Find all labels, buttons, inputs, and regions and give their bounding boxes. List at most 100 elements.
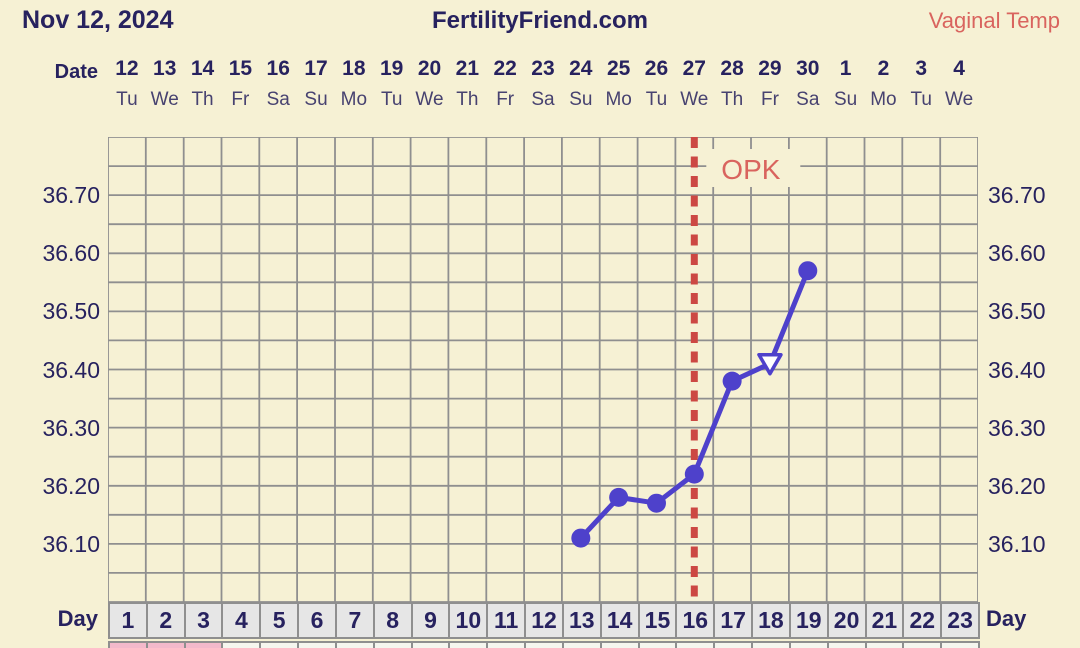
temp-point-day-14[interactable] [609, 487, 629, 507]
weekday-label: Fr [231, 89, 250, 110]
weekday-label: Sa [796, 89, 820, 110]
y-tick-label-right: 36.70 [988, 182, 1046, 209]
day-axis-caption-right: Day [986, 606, 1027, 631]
phase-cell-20 [826, 641, 867, 648]
menstruation-cell-1 [108, 641, 148, 648]
day-cell-19[interactable]: 19 [788, 602, 829, 639]
phase-cell-11 [486, 641, 527, 648]
phase-cell-16 [675, 641, 716, 648]
y-tick-label-right: 36.20 [988, 472, 1046, 499]
date-label: 29 [758, 57, 782, 80]
day-cell-16[interactable]: 16 [675, 602, 716, 639]
y-tick-label-left: 36.60 [42, 240, 100, 267]
day-axis-caption-left: Day [57, 606, 98, 631]
temp-point-day-15[interactable] [646, 493, 666, 513]
day-cell-17[interactable]: 17 [713, 602, 754, 639]
date-label: 12 [115, 57, 139, 80]
y-tick-label-left: 36.70 [42, 182, 100, 209]
y-tick-label-left: 36.50 [42, 298, 100, 325]
date-label: 25 [606, 57, 631, 80]
temp-point-triangle-day-18[interactable] [757, 352, 783, 376]
y-tick-label-left: 36.10 [42, 530, 100, 557]
day-cell-18[interactable]: 18 [751, 602, 791, 639]
weekday-label: Fr [760, 89, 779, 110]
menstruation-cell-3 [183, 641, 224, 648]
temperature-chart: OPK [108, 137, 978, 602]
phase-cell-18 [751, 641, 791, 648]
phase-cell-7 [334, 641, 375, 648]
day-cell-6[interactable]: 6 [297, 602, 337, 639]
phase-cell-4 [221, 641, 262, 648]
opk-label-bg [706, 149, 801, 187]
weekday-label: We [415, 89, 444, 110]
day-cell-4[interactable]: 4 [221, 602, 262, 639]
weekday-label: Th [456, 89, 479, 110]
date-label: 24 [569, 57, 593, 80]
phase-cell-10 [448, 641, 489, 648]
date-label: 22 [493, 57, 517, 80]
temp-point-day-19[interactable] [798, 261, 818, 281]
day-cell-20[interactable]: 20 [826, 602, 867, 639]
y-tick-label-right: 36.30 [988, 414, 1046, 441]
day-cell-3[interactable]: 3 [183, 602, 224, 639]
y-tick-label-right: 36.10 [988, 530, 1046, 557]
day-cell-5[interactable]: 5 [259, 602, 300, 639]
y-tick-label-right: 36.50 [988, 298, 1046, 325]
phase-cell-5 [259, 641, 300, 648]
temp-point-day-13[interactable] [571, 528, 591, 548]
date-label: 20 [417, 57, 442, 80]
day-cell-1[interactable]: 1 [108, 602, 148, 639]
weekday-label: Fr [496, 89, 515, 110]
date-label: 18 [342, 57, 366, 80]
date-label: 15 [228, 57, 253, 80]
phase-cell-17 [713, 641, 754, 648]
phase-cell-14 [599, 641, 640, 648]
day-cell-11[interactable]: 11 [486, 602, 527, 639]
day-cell-23[interactable]: 23 [940, 602, 980, 639]
y-tick-label-left: 36.20 [42, 472, 100, 499]
phase-cell-21 [864, 641, 905, 648]
day-cell-9[interactable]: 9 [410, 602, 451, 639]
day-cell-22[interactable]: 22 [902, 602, 943, 639]
day-cell-13[interactable]: 13 [561, 602, 602, 639]
day-cell-12[interactable]: 12 [524, 602, 564, 639]
day-cell-14[interactable]: 14 [599, 602, 640, 639]
y-tick-label-right: 36.40 [988, 356, 1046, 383]
day-cell-8[interactable]: 8 [372, 602, 413, 639]
grid-lines [108, 137, 978, 602]
temp-point-day-17[interactable] [722, 371, 742, 391]
weekday-label: Tu [380, 89, 403, 110]
date-label: 17 [304, 57, 328, 80]
date-label: 13 [153, 57, 177, 80]
day-cell-7[interactable]: 7 [334, 602, 375, 639]
phase-cell-6 [297, 641, 337, 648]
date-label: 1 [839, 57, 852, 80]
weekday-label: Mo [340, 89, 368, 110]
day-cell-15[interactable]: 15 [637, 602, 678, 639]
day-cell-10[interactable]: 10 [448, 602, 489, 639]
phase-cell-12 [524, 641, 564, 648]
weekday-label: Tu [645, 89, 668, 110]
phase-cell-19 [788, 641, 829, 648]
weekday-label: Mo [605, 89, 632, 110]
date-label: 27 [682, 57, 706, 80]
phase-cell-22 [902, 641, 943, 648]
weekday-label: We [680, 89, 709, 110]
date-axis-caption: Date [54, 61, 98, 83]
date-label: 14 [190, 57, 215, 80]
temp-point-day-16[interactable] [684, 464, 704, 484]
date-label: 16 [266, 57, 290, 80]
y-tick-label-left: 36.40 [42, 356, 100, 383]
day-cell-2[interactable]: 2 [145, 602, 186, 639]
weekday-label: Tu [116, 89, 138, 110]
weekday-label: Th [721, 89, 744, 110]
date-label: 30 [796, 57, 820, 80]
date-label: 23 [531, 57, 555, 80]
phase-cell-23 [940, 641, 980, 648]
date-label: 19 [380, 57, 404, 80]
phase-cell-15 [637, 641, 678, 648]
y-tick-label-right: 36.60 [988, 240, 1046, 267]
y-tick-label-left: 36.30 [42, 414, 100, 441]
day-cell-21[interactable]: 21 [864, 602, 905, 639]
